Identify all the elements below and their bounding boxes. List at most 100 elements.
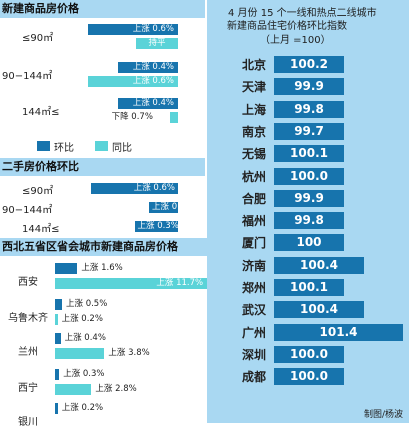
city-label: 南京 [241, 124, 266, 139]
city-label: 合肥 [241, 191, 266, 206]
city-label: 西安 [18, 277, 38, 288]
mom-label: 上涨 0.3% [63, 369, 105, 379]
category-label: ≤90㎡ [22, 33, 54, 44]
mom-bar [55, 333, 61, 344]
city-label: 乌鲁木齐 [8, 313, 48, 324]
mom-bar [55, 369, 60, 380]
yoy-label: 上涨 2.8% [95, 384, 137, 394]
mom-bar [55, 299, 62, 310]
category-label: 90−144㎡ [2, 205, 53, 216]
yoy-label: 上涨 3.8% [108, 348, 150, 358]
index-value: 100.0 [290, 369, 328, 384]
mom-label: 上涨 0.3% [137, 221, 179, 231]
mom-label: 上涨 0.2% [152, 202, 194, 212]
index-value: 100.1 [290, 280, 328, 294]
city-label: 无锡 [241, 147, 266, 162]
category-label: 90−144㎡ [2, 71, 53, 82]
category-label: ≤90㎡ [22, 186, 54, 197]
index-bar [274, 323, 403, 341]
mom-label: 上涨 0.5% [66, 299, 108, 309]
mom-bar [118, 98, 178, 109]
category-label: 144㎡≤ [22, 107, 60, 118]
index-value: 101.4 [319, 324, 358, 339]
legend-mom-swatch [37, 141, 50, 151]
index-value: 99.8 [294, 213, 324, 228]
mom-label: 上涨 0.6% [132, 24, 174, 34]
mom-bar [55, 263, 78, 274]
index-bar [274, 256, 364, 274]
index-bar [274, 345, 344, 363]
index-value: 99.8 [294, 101, 324, 116]
mom-label: 上涨 0.4% [64, 333, 106, 343]
city-label: 兰州 [18, 347, 38, 358]
city-label: 天津 [241, 80, 266, 95]
city-index-title-line1: 4 月份 15 个一线和热点二线城市 [228, 8, 377, 19]
index-bar [274, 301, 364, 319]
city-label: 上海 [241, 102, 266, 117]
index-bar [274, 145, 344, 163]
index-value: 100.0 [290, 168, 328, 183]
city-label: 杭州 [241, 169, 266, 184]
new-house-price-title: 新建商品房价格 [0, 0, 205, 18]
mom-label: 上涨 0.6% [133, 183, 175, 193]
city-label: 厦门 [241, 236, 266, 251]
yoy-bar [136, 38, 178, 49]
yoy-bar [169, 112, 178, 123]
city-label: 济南 [241, 258, 266, 273]
yoy-bar [55, 384, 92, 395]
mom-bar [91, 183, 178, 194]
mom-label: 上涨 1.6% [81, 263, 123, 273]
mom-bar [134, 221, 178, 232]
city-index-title-line3: （上月 =100） [260, 35, 331, 46]
legend-yoy-swatch [95, 141, 108, 151]
index-value: 99.9 [294, 190, 324, 205]
yoy-bar [55, 348, 105, 359]
mom-bar [118, 62, 178, 73]
yoy-bar [55, 278, 208, 289]
city-label: 西宁 [18, 383, 38, 394]
legend-yoy-label: 同比 [112, 143, 132, 154]
index-bar [274, 368, 344, 386]
mom-bar [88, 24, 178, 35]
index-bar [274, 167, 344, 185]
index-value: 100 [296, 235, 322, 250]
index-value: 99.9 [294, 79, 324, 94]
index-bar [274, 234, 344, 252]
index-value: 100.1 [290, 146, 328, 161]
index-value: 99.7 [294, 123, 324, 138]
index-bar [274, 56, 344, 73]
city-label: 深圳 [241, 347, 266, 362]
mom-bar [55, 403, 58, 414]
index-bar [274, 122, 344, 140]
yoy-label: 上涨 0.6% [132, 76, 174, 86]
mom-label: 上涨 0.2% [61, 403, 104, 413]
city-label: 福州 [241, 214, 266, 229]
index-value: 100.0 [290, 346, 328, 361]
index-value: 100.4 [300, 257, 338, 272]
city-label: 郑州 [241, 281, 266, 295]
second-hand-price-title: 二手房价格环比 [0, 158, 205, 176]
yoy-label: 上涨 0.2% [61, 314, 103, 324]
index-bar [274, 100, 344, 118]
index-value: 100.2 [290, 57, 328, 71]
city-label: 银川 [18, 417, 38, 428]
legend-mom-label: 环比 [54, 143, 74, 154]
index-value: 100.4 [300, 302, 338, 317]
yoy-bar [55, 314, 58, 325]
index-bar [274, 189, 344, 207]
yoy-label: 持平 [148, 38, 166, 48]
mom-label: 上涨 0.4% [132, 98, 174, 108]
yoy-label: 上涨 11.7% [156, 278, 204, 288]
mom-bar [149, 202, 178, 213]
yoy-bar [88, 76, 178, 87]
yoy-label: 下降 0.7% [111, 112, 153, 122]
city-label: 广州 [241, 325, 266, 340]
northwest-capitals-title: 西北五省区省会城市新建商品房价格 [0, 238, 209, 256]
index-bar [274, 212, 344, 230]
index-bar [274, 78, 344, 96]
city-label: 成都 [241, 370, 266, 385]
city-label: 武汉 [241, 303, 266, 318]
index-bar [274, 279, 344, 296]
credit: 制图/杨波 [363, 410, 403, 420]
mom-label: 上涨 0.4% [132, 62, 174, 72]
